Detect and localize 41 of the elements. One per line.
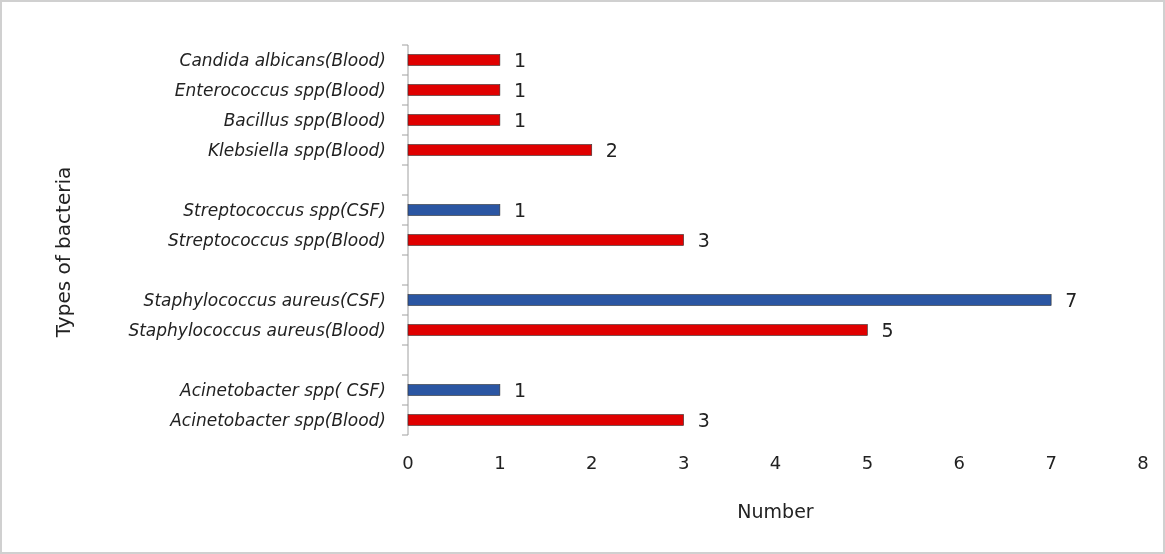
y-tick-label: Klebsiella spp(Blood) (207, 140, 386, 160)
y-tick-label: Streptococcus spp(Blood) (168, 230, 386, 250)
data-label: 3 (697, 409, 710, 431)
data-label: 3 (697, 229, 710, 251)
y-tick-label: Candida albicans(Blood) (179, 50, 386, 70)
x-tick-label: 0 (402, 452, 414, 473)
y-tick-label: Bacillus spp(Blood) (223, 110, 386, 130)
x-tick-label: 3 (677, 452, 690, 473)
bar (407, 114, 501, 126)
data-label: 1 (513, 79, 526, 101)
y-axis-title: Types of bacteria (51, 166, 75, 339)
bar (407, 384, 501, 396)
bar (407, 324, 868, 336)
y-tick-label: Staphylococcus aureus(Blood) (128, 320, 386, 340)
data-label: 1 (513, 199, 526, 221)
x-tick-label: 7 (1045, 452, 1057, 473)
bar (407, 84, 501, 96)
x-axis-title: Number (737, 500, 814, 522)
bar (407, 414, 684, 426)
data-label: 5 (881, 319, 894, 341)
data-label: 1 (513, 109, 526, 131)
x-tick-label: 5 (861, 452, 874, 473)
data-label: 7 (1065, 289, 1078, 311)
bar (407, 54, 501, 66)
bar (407, 294, 1052, 306)
y-tick-label: Enterococcus spp(Blood) (174, 80, 386, 100)
x-tick-label: 6 (953, 452, 965, 473)
y-tick-label: Acinetobacter spp( CSF) (179, 380, 386, 400)
bar (407, 204, 501, 216)
bar (407, 234, 684, 246)
bar (407, 144, 593, 156)
data-label: 1 (513, 49, 526, 71)
x-tick-label: 4 (769, 452, 782, 473)
data-label: 2 (605, 139, 618, 161)
y-tick-label: Streptococcus spp(CSF) (183, 200, 386, 220)
data-label: 1 (513, 379, 526, 401)
x-tick-label: 8 (1137, 452, 1149, 473)
y-tick-label: Acinetobacter spp(Blood) (169, 410, 386, 430)
x-tick-label: 2 (586, 452, 598, 473)
x-tick-label: 1 (494, 452, 506, 473)
y-tick-label: Staphylococcus aureus(CSF) (143, 290, 386, 310)
